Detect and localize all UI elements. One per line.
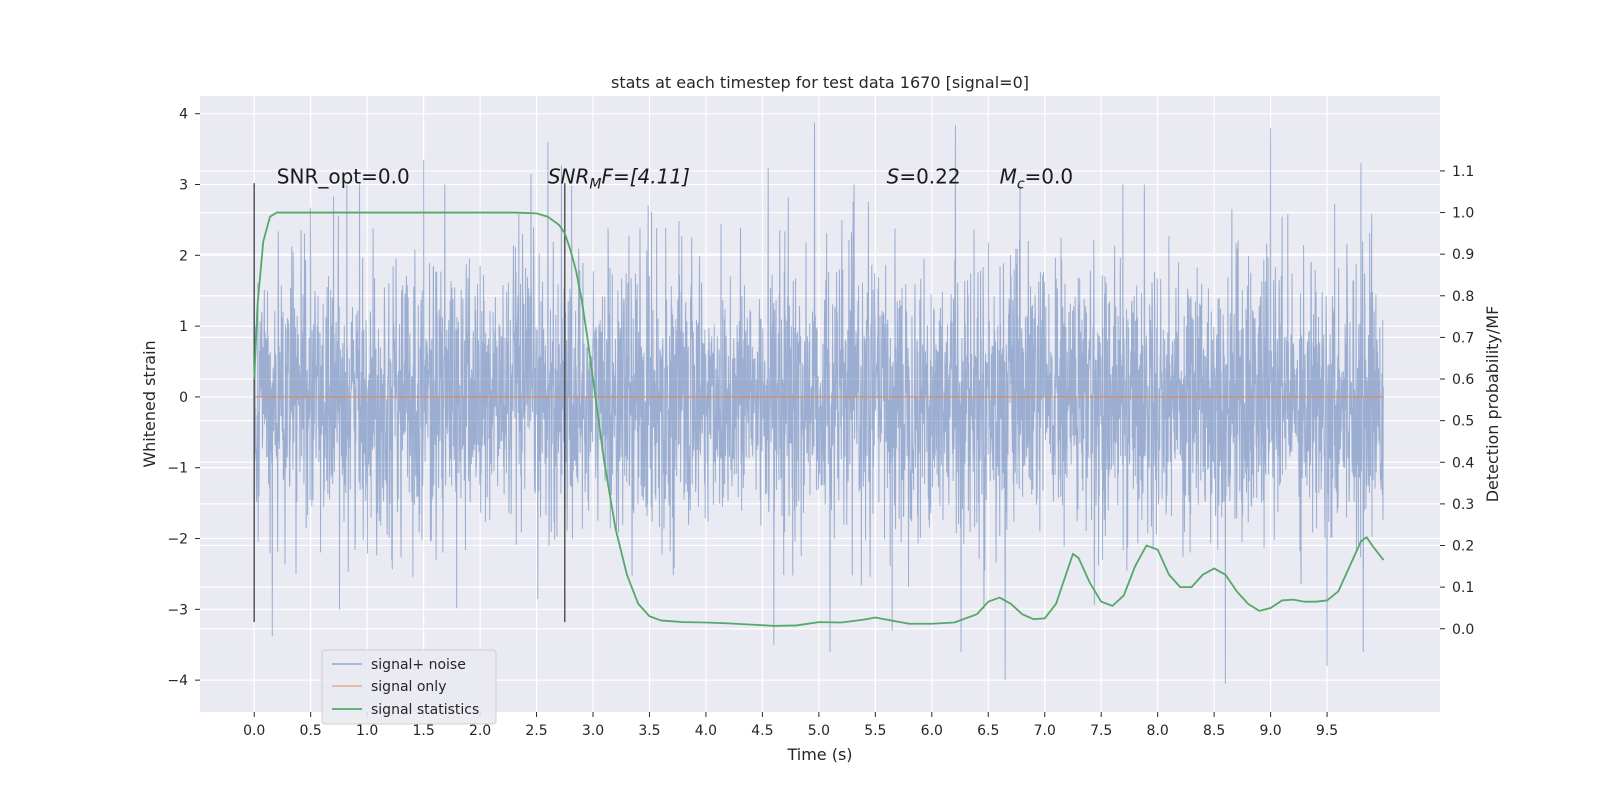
y2-tick-label: 0.2 (1452, 539, 1474, 555)
x-tick-label: 6.0 (921, 723, 943, 739)
x-tick-label: 5.0 (808, 723, 830, 739)
x-tick-label: 9.5 (1316, 723, 1338, 739)
annotation-text: SNRMF=[4.11] (548, 165, 690, 193)
x-tick-label: 1.5 (412, 723, 434, 739)
y2-tick-label: 0.5 (1452, 414, 1474, 430)
annotation-symbol: S (887, 165, 900, 189)
x-tick-label: 2.5 (525, 723, 547, 739)
y2-tick-label: 0.6 (1452, 372, 1474, 388)
annotation-subscript: c (1017, 177, 1025, 193)
series-signal-statistics (253, 211, 1385, 627)
y-tick-label: −4 (167, 673, 188, 689)
annotation-value: =0.0 (1025, 165, 1074, 189)
y-tick-label: 3 (179, 178, 188, 194)
x-tick-label: 4.5 (751, 723, 773, 739)
legend-label-signal-statistics: signal statistics (371, 702, 479, 718)
x-tick-label: 9.0 (1259, 723, 1281, 739)
y-tick-label: 0 (179, 390, 188, 406)
x-tick-label: 7.0 (1034, 723, 1056, 739)
y2-tick-label: 1.0 (1452, 206, 1474, 222)
series-signal-plus-noise (253, 122, 1385, 684)
legend-label-signal-only: signal only (371, 679, 446, 695)
y-tick-label: 2 (179, 248, 188, 264)
annotations: SNR_opt=0.0 SNRMF=[4.11] S=0.22 Mc=0.0 (277, 165, 1073, 193)
annotation-text: Mc=0.0 (1000, 165, 1074, 193)
y-tick-label: 4 (179, 107, 188, 123)
x-tick-label: 5.5 (864, 723, 886, 739)
y2-tick-label: 0.9 (1452, 247, 1474, 263)
annotation-symbol: M (1000, 165, 1017, 189)
annotation-symbol: SNR (548, 165, 590, 189)
annotation-text: SNR_opt=0.0 (277, 165, 410, 189)
y-tick-label: −3 (167, 602, 188, 618)
x-tick-label: 4.0 (695, 723, 717, 739)
annotation-value: F=[4.11] (601, 165, 689, 189)
y-axis-label: Whitened strain (140, 340, 159, 467)
x-tick-label: 3.5 (638, 723, 660, 739)
x-tick-label: 6.5 (977, 723, 999, 739)
y2-tick-label: 0.8 (1452, 289, 1474, 305)
y-tick-label: −2 (167, 532, 188, 548)
x-tick-label: 0.5 (300, 723, 322, 739)
legend: signal+ noise signal only signal statist… (321, 649, 497, 725)
x-tick-label: 7.5 (1090, 723, 1112, 739)
y2-tick-label: 0.7 (1452, 330, 1474, 346)
statistics-line (253, 211, 1385, 627)
y-axis-ticks: 4 3 2 1 0 −1 −2 −3 −4 (167, 107, 200, 689)
noise-line (253, 122, 1385, 684)
y2-tick-label: 0.4 (1452, 455, 1474, 471)
y2-tick-label: 1.1 (1452, 164, 1474, 180)
x-tick-label: 8.0 (1147, 723, 1169, 739)
chart-title: stats at each timestep for test data 167… (611, 73, 1029, 92)
legend-label-signal-plus-noise: signal+ noise (371, 657, 466, 673)
x-tick-label: 8.5 (1203, 723, 1225, 739)
x-tick-label: 1.0 (356, 723, 378, 739)
legend-box (321, 649, 497, 725)
y2-tick-label: 0.1 (1452, 580, 1474, 596)
y2-tick-label: 0.3 (1452, 497, 1474, 513)
x-tick-label: 0.0 (243, 723, 265, 739)
vertical-markers (253, 183, 566, 623)
y2-axis-ticks: 1.1 1.0 0.9 0.8 0.7 0.6 0.5 0.4 0.3 0.2 0.1 0.0 (1440, 164, 1474, 638)
x-tick-label: 2.0 (469, 723, 491, 739)
y-tick-label: 1 (179, 319, 188, 335)
annotation-text: S=0.22 (887, 165, 961, 189)
x-axis-label: Time (s) (786, 745, 852, 764)
annotation-value: =0.22 (899, 165, 960, 189)
y-tick-label: −1 (167, 461, 188, 477)
y2-axis-label: Detection probability/MF (1483, 306, 1502, 503)
y2-tick-label: 0.0 (1452, 622, 1474, 638)
annotation-subscript: M (589, 177, 601, 193)
x-axis-ticks: 0.0 0.5 1.0 1.5 2.0 2.5 3.0 3.5 4.0 4.5 5.0 5.5 6.0 6… (243, 712, 1338, 739)
x-tick-label: 3.0 (582, 723, 604, 739)
